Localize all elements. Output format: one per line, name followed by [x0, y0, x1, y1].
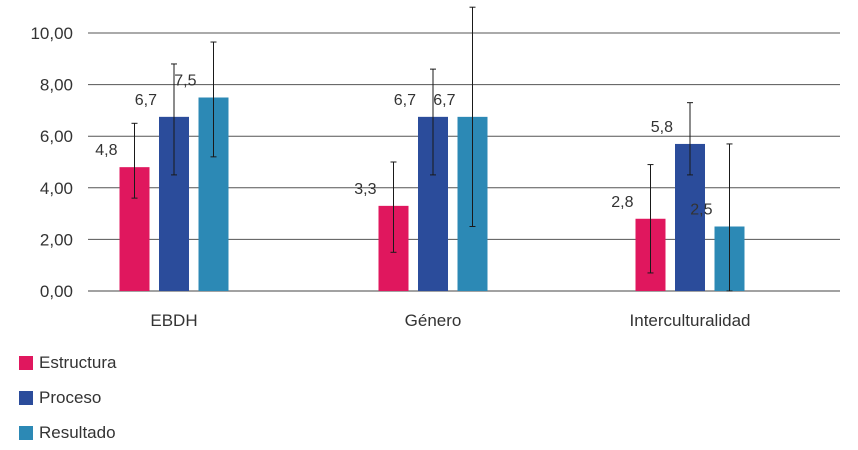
legend-label: Proceso: [39, 387, 102, 407]
legend-item-proceso: Proceso: [19, 380, 116, 415]
legend-label: Resultado: [39, 422, 116, 442]
x-category-label: Género: [405, 311, 462, 330]
y-axis-ticks: 0,00 2,00 4,00 6,00 8,00 10,00: [30, 24, 73, 301]
data-labels: 4,8 6,7 7,5 3,3 6,7 6,7 2,8 5,8 2,5: [95, 73, 712, 219]
legend-label: Estructura: [39, 352, 117, 372]
y-tick-label: 6,00: [40, 127, 73, 146]
y-tick-label: 8,00: [40, 76, 73, 95]
x-category-label: EBDH: [150, 311, 197, 330]
data-label: 6,7: [135, 92, 157, 109]
bar-chart: 0,00 2,00 4,00 6,00 8,00 10,00 4,8 6,7 7,5 3,3 6,…: [30, 6, 840, 330]
y-tick-label: 10,00: [30, 24, 73, 43]
error-bars: [131, 6, 733, 292]
data-label: 6,7: [433, 92, 455, 109]
data-label: 3,3: [354, 181, 376, 198]
x-category-label: Interculturalidad: [630, 311, 751, 330]
data-label: 2,8: [611, 194, 633, 211]
legend-item-resultado: Resultado: [19, 415, 116, 450]
data-label: 2,5: [690, 202, 712, 219]
y-tick-label: 2,00: [40, 230, 73, 249]
data-label: 6,7: [394, 92, 416, 109]
y-tick-label: 4,00: [40, 179, 73, 198]
legend-swatch: [19, 390, 33, 405]
y-tick-label: 0,00: [40, 282, 73, 301]
x-axis-categories: EBDH Género Interculturalidad: [150, 311, 750, 330]
legend: Estructura Proceso Resultado: [19, 345, 116, 450]
legend-swatch: [19, 425, 33, 440]
legend-item-estructura: Estructura: [19, 345, 116, 380]
data-label: 4,8: [95, 142, 117, 159]
data-label: 7,5: [174, 73, 196, 90]
data-label: 5,8: [651, 119, 673, 136]
legend-swatch: [19, 355, 33, 370]
